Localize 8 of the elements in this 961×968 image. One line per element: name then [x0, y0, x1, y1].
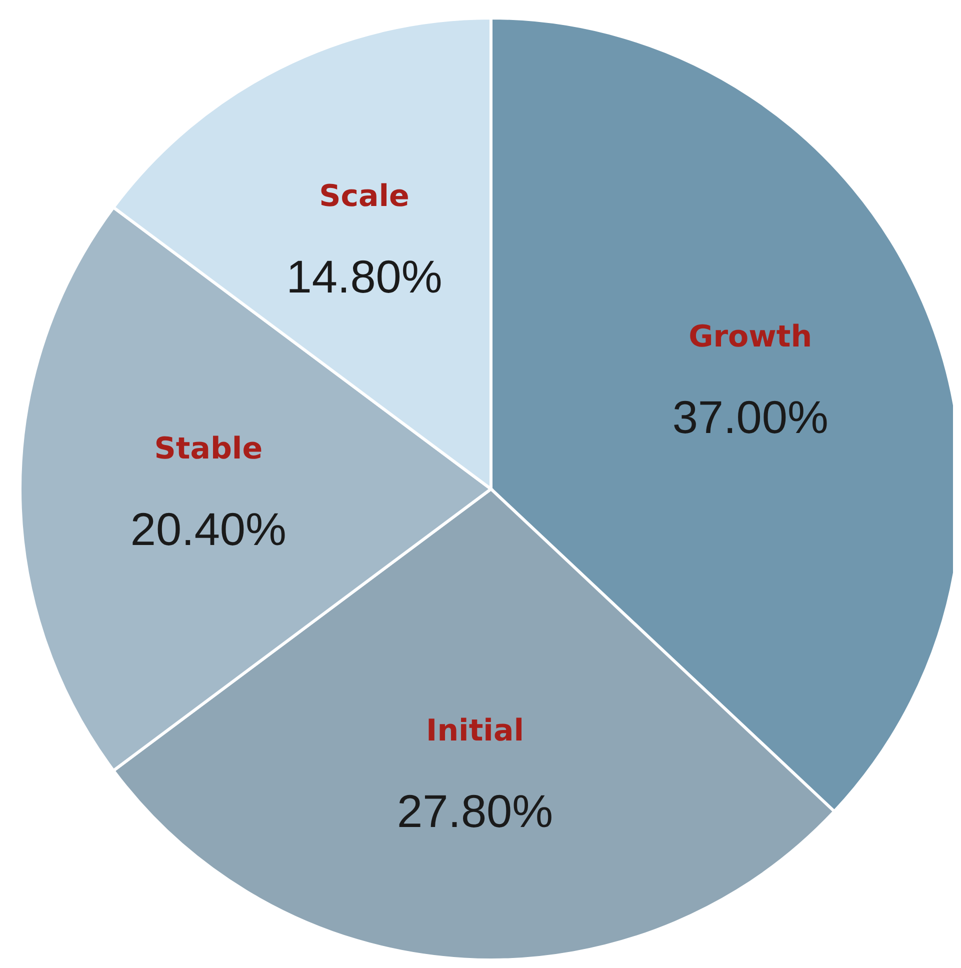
- data-label: 20.40%: [130, 503, 286, 555]
- slice-label: Growth: [688, 319, 812, 354]
- slice-label: Scale: [319, 178, 410, 214]
- data-label: 27.80%: [397, 785, 554, 838]
- data-label: 14.80%: [286, 250, 442, 302]
- data-label: 37.00%: [672, 390, 828, 443]
- slice-label: Stable: [154, 432, 263, 466]
- slice-label: Initial: [426, 714, 524, 749]
